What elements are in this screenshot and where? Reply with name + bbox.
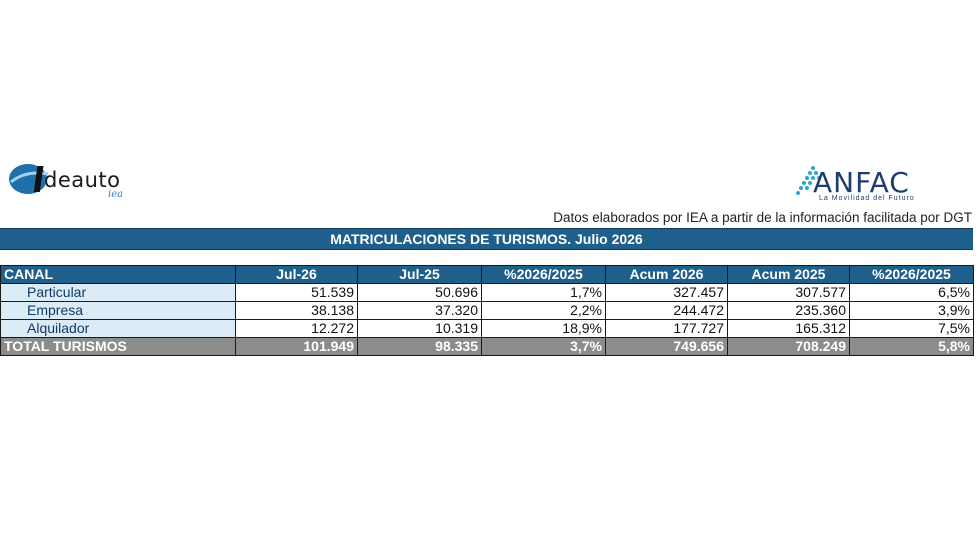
total-row: TOTAL TURISMOS 101.949 98.335 3,7% 749.6… bbox=[0, 337, 974, 356]
cell-value: 3,9% bbox=[849, 301, 974, 320]
ideauto-logo-text: deauto bbox=[44, 168, 121, 192]
cell-value: 244.472 bbox=[605, 301, 728, 320]
cell-value: 18,9% bbox=[481, 319, 606, 338]
cell-value: 6,5% bbox=[849, 283, 974, 302]
row-label: Particular bbox=[0, 283, 236, 302]
source-note: Datos elaborados por IEA a partir de la … bbox=[553, 210, 972, 225]
total-value: 708.249 bbox=[727, 337, 850, 356]
table-title: MATRICULACIONES DE TURISMOS. Julio 2026 bbox=[0, 228, 973, 250]
cell-value: 235.360 bbox=[727, 301, 850, 320]
cell-value: 307.577 bbox=[727, 283, 850, 302]
total-value: 5,8% bbox=[849, 337, 974, 356]
col-header-canal: CANAL bbox=[0, 265, 236, 284]
cell-value: 12.272 bbox=[235, 319, 358, 338]
total-value: 3,7% bbox=[481, 337, 606, 356]
cell-value: 1,7% bbox=[481, 283, 606, 302]
cell-value: 177.727 bbox=[605, 319, 728, 338]
anfac-dots-icon bbox=[796, 166, 821, 195]
cell-value: 37.320 bbox=[357, 301, 482, 320]
ideauto-logo: deauto iea bbox=[8, 160, 138, 200]
col-header-jul-26: Jul-26 bbox=[235, 265, 358, 284]
anfac-logo-text: ANFAC bbox=[813, 166, 910, 199]
anfac-logo-subtext: La Movilidad del Futuro bbox=[819, 195, 915, 202]
cell-value: 2,2% bbox=[481, 301, 606, 320]
col-header-pct-acum: %2026/2025 bbox=[849, 265, 974, 284]
cell-value: 50.696 bbox=[357, 283, 482, 302]
total-value: 98.335 bbox=[357, 337, 482, 356]
cell-value: 10.319 bbox=[357, 319, 482, 338]
total-value: 749.656 bbox=[605, 337, 728, 356]
col-header-pct-month: %2026/2025 bbox=[481, 265, 606, 284]
ideauto-logo-subtext: iea bbox=[108, 189, 124, 200]
cell-value: 38.138 bbox=[235, 301, 358, 320]
table-row: Alquilador 12.272 10.319 18,9% 177.727 1… bbox=[0, 319, 974, 338]
cell-value: 165.312 bbox=[727, 319, 850, 338]
ideauto-swoosh-icon bbox=[9, 164, 49, 194]
table-row: Empresa 38.138 37.320 2,2% 244.472 235.3… bbox=[0, 301, 974, 320]
row-label: Empresa bbox=[0, 301, 236, 320]
cell-value: 51.539 bbox=[235, 283, 358, 302]
header-row: CANAL Jul-26 Jul-25 %2026/2025 Acum 2026… bbox=[0, 265, 974, 284]
anfac-logo: ANFAC La Movilidad del Futuro bbox=[795, 164, 935, 204]
row-label: Alquilador bbox=[0, 319, 236, 338]
col-header-jul-25: Jul-25 bbox=[357, 265, 482, 284]
cell-value: 327.457 bbox=[605, 283, 728, 302]
col-header-acum-2026: Acum 2026 bbox=[605, 265, 728, 284]
table-row: Particular 51.539 50.696 1,7% 327.457 30… bbox=[0, 283, 974, 302]
col-header-acum-2025: Acum 2025 bbox=[727, 265, 850, 284]
total-label: TOTAL TURISMOS bbox=[0, 337, 236, 356]
total-value: 101.949 bbox=[235, 337, 358, 356]
cell-value: 7,5% bbox=[849, 319, 974, 338]
registrations-table: CANAL Jul-26 Jul-25 %2026/2025 Acum 2026… bbox=[0, 265, 974, 356]
